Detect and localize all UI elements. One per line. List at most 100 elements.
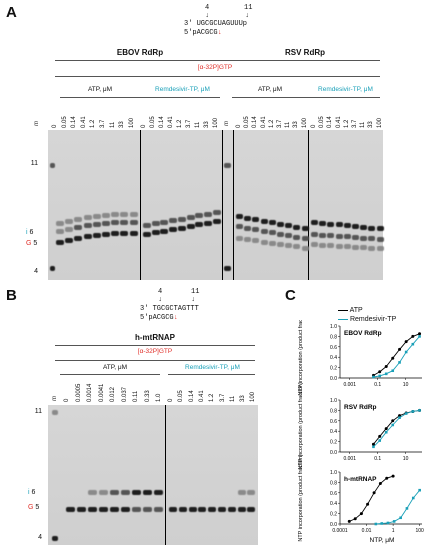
x-tick-label: 10 bbox=[403, 382, 409, 388]
gel-band bbox=[285, 243, 293, 249]
y-tick-label: 0.4 bbox=[330, 429, 337, 435]
gel-marker bbox=[223, 130, 233, 280]
lane-label: 0.012 bbox=[110, 386, 116, 402]
lane-label: 3.7 bbox=[219, 393, 226, 402]
gel-band bbox=[178, 507, 187, 512]
data-point bbox=[411, 334, 415, 338]
arrow-down-icon: ↓ bbox=[205, 12, 210, 20]
gel-band bbox=[169, 218, 178, 224]
condition-atp: ATP, μM bbox=[102, 364, 128, 371]
gel-ebov bbox=[48, 130, 223, 280]
divider bbox=[55, 76, 380, 77]
gel-band bbox=[52, 410, 58, 415]
lane-label: 0.33 bbox=[144, 390, 151, 402]
lane-label: 0.14 bbox=[252, 116, 259, 128]
data-point bbox=[366, 502, 370, 506]
gel-band bbox=[311, 242, 318, 247]
gel-band bbox=[83, 233, 92, 239]
lane-label: 0.05 bbox=[150, 116, 156, 128]
arrow-down-icon: ↓ bbox=[158, 296, 163, 304]
series-line bbox=[373, 333, 420, 376]
gel-band bbox=[56, 240, 64, 245]
gel-band bbox=[132, 507, 141, 512]
size-marker-4: 4 bbox=[38, 534, 42, 541]
arrow-down-icon: ↓ bbox=[245, 12, 250, 20]
band-label-i6: i 6 bbox=[28, 489, 36, 496]
gel-band bbox=[65, 218, 74, 224]
gel-band bbox=[88, 490, 97, 495]
gel-band bbox=[92, 213, 101, 219]
site-label-4: 4 bbox=[205, 4, 210, 12]
y-axis-title: NTP incorporation (product fraction) bbox=[298, 454, 304, 541]
data-point bbox=[353, 517, 357, 521]
gel-band bbox=[212, 219, 221, 225]
panel-letter-a: A bbox=[6, 4, 17, 21]
gel-separator bbox=[308, 130, 309, 280]
gel-band bbox=[260, 239, 268, 245]
lane-label: 0.41 bbox=[260, 116, 267, 128]
y-tick-label: 1.0 bbox=[330, 470, 337, 476]
condition-atp: ATP, μM bbox=[87, 86, 113, 93]
divider bbox=[168, 374, 255, 375]
data-point bbox=[398, 414, 402, 418]
gel-band bbox=[260, 218, 268, 224]
lane-label: 0.14 bbox=[159, 116, 165, 128]
data-point bbox=[398, 416, 401, 419]
data-point bbox=[378, 374, 382, 378]
x-tick-label: 100 bbox=[415, 528, 424, 534]
gel-band bbox=[247, 490, 256, 495]
data-point bbox=[371, 442, 375, 446]
gel-band bbox=[285, 223, 293, 228]
lane-label: 0.05 bbox=[61, 116, 68, 128]
gel-separator bbox=[233, 130, 234, 280]
y-tick-label: 0.6 bbox=[330, 345, 337, 351]
lane-label: 1.2 bbox=[177, 119, 183, 128]
gel-band bbox=[311, 232, 318, 237]
data-point bbox=[380, 522, 384, 525]
condition-remdesivir: Remdesivir-TP, μM bbox=[155, 86, 210, 93]
gel-band bbox=[237, 507, 246, 512]
lane-label: 0.14 bbox=[188, 390, 195, 402]
lane-label: 3.7 bbox=[277, 119, 283, 128]
gel-hmtrnap bbox=[48, 405, 258, 545]
y-tick-label: 0.8 bbox=[330, 408, 337, 414]
gel-band bbox=[177, 225, 186, 231]
lane-label: 11 bbox=[229, 395, 236, 402]
gel-band bbox=[102, 220, 110, 226]
y-tick-label: 0.0 bbox=[330, 450, 337, 456]
gel-band bbox=[111, 220, 120, 226]
lane-label: 0.41 bbox=[168, 116, 174, 128]
data-point bbox=[391, 474, 395, 478]
data-point bbox=[418, 332, 422, 336]
gel-band bbox=[121, 490, 130, 495]
chart-title: EBOV RdRp bbox=[344, 330, 382, 337]
gel-band bbox=[143, 490, 152, 495]
marker-lane-label: m bbox=[34, 121, 40, 126]
gel-band bbox=[74, 224, 83, 230]
chart-title: RSV RdRp bbox=[344, 404, 377, 411]
gel-band bbox=[56, 229, 64, 234]
gel-band bbox=[92, 232, 101, 238]
lane-label: 0.0005 bbox=[75, 383, 82, 402]
gel-band bbox=[268, 220, 276, 225]
gel-band bbox=[327, 221, 335, 227]
gel-band bbox=[65, 226, 74, 232]
gel-band bbox=[352, 235, 359, 240]
legend-marker-remdesivir bbox=[338, 318, 348, 320]
gel-band bbox=[260, 228, 268, 234]
gel-band bbox=[376, 246, 384, 251]
legend: ATP Remdesivir-TP bbox=[338, 306, 396, 324]
lane-label: 0.037 bbox=[121, 386, 128, 402]
gel-band bbox=[154, 507, 163, 512]
gel-band bbox=[143, 223, 151, 228]
gel-band bbox=[203, 220, 212, 226]
gel-band bbox=[99, 507, 108, 512]
gel-band bbox=[83, 214, 92, 220]
divider bbox=[55, 60, 380, 61]
gel-band bbox=[111, 212, 120, 218]
gel-band bbox=[77, 507, 86, 512]
lane-label: 1.0 bbox=[156, 393, 162, 402]
gel-band bbox=[212, 210, 221, 216]
gel-band bbox=[52, 536, 58, 541]
gel-band bbox=[120, 212, 129, 218]
